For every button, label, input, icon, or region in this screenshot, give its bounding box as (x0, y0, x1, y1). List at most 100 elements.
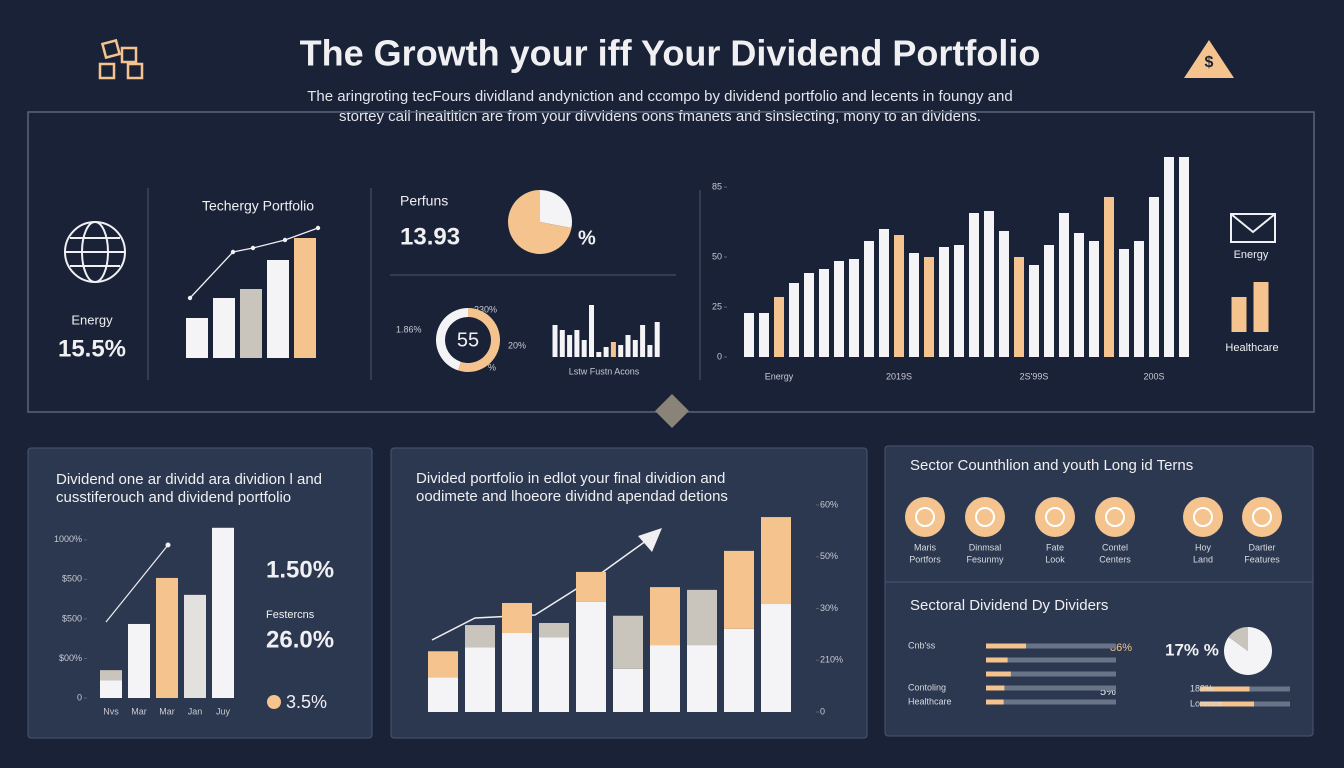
icon-label: Portfors (909, 554, 941, 564)
icon-label: Hoy (1195, 542, 1212, 552)
row-label: Cnb'ss (908, 640, 936, 650)
subtitle: stortey call lnealtlticn are from your d… (339, 108, 981, 125)
bar (986, 657, 1008, 663)
bar (213, 298, 235, 358)
bar (625, 335, 631, 357)
y-tick-label: 0 (77, 692, 82, 702)
sector-icon-inner (1045, 507, 1065, 527)
bar-segment (687, 589, 717, 646)
bar-segment (613, 615, 643, 669)
trend-arrow (431, 537, 651, 641)
bar (186, 318, 208, 358)
title: The Growth your iff Your Dividend Portfo… (300, 33, 1041, 74)
sector-icon (1095, 497, 1135, 537)
bar (986, 671, 1011, 677)
logo-icon (98, 38, 144, 80)
bar (596, 352, 602, 357)
y-tick-label: 50 (712, 251, 722, 261)
bar (559, 330, 565, 357)
bar-segment (650, 587, 680, 646)
icon-label: Dartier (1248, 542, 1275, 552)
track (986, 671, 1116, 677)
y-tick-label: 50% (820, 551, 838, 561)
chart-title: Perfuns (400, 193, 448, 209)
sector-icon-inner (1105, 507, 1125, 527)
mail-icon (1230, 213, 1276, 243)
bar (567, 335, 573, 357)
row-label: Healthcare (908, 696, 952, 706)
bar (804, 273, 814, 357)
trend-dot (165, 542, 171, 548)
x-tick-label: Energy (765, 371, 794, 381)
warning-icon (1184, 40, 1234, 78)
bar-segment (100, 670, 122, 681)
y-tick-label: 0 (820, 706, 825, 716)
bar-segment (128, 623, 150, 698)
bar (894, 235, 904, 357)
sector-icon-inner (915, 507, 935, 527)
bar (774, 297, 784, 357)
bar (864, 241, 874, 357)
icon-glyph: $ (1205, 54, 1214, 71)
icon-label: Dinmsal (969, 542, 1002, 552)
sector-icon (965, 497, 1005, 537)
bar-segment (539, 622, 569, 638)
trend-dot (230, 249, 236, 255)
arrow-head (638, 528, 662, 552)
bar (1014, 257, 1024, 357)
bar-segment (724, 628, 754, 712)
bar (574, 330, 580, 357)
bar-segment (761, 604, 791, 712)
sector-icon (1242, 497, 1282, 537)
bar (986, 685, 1005, 691)
x-tick-label: Mar (159, 706, 175, 716)
trend-dot (250, 245, 256, 251)
bar-segment (576, 601, 606, 712)
trend-dot (315, 225, 321, 231)
bar (819, 269, 829, 357)
sector-icon (1183, 497, 1223, 537)
card (884, 445, 1314, 737)
bar-segment (184, 594, 206, 698)
trend-dot (187, 295, 193, 301)
bar (603, 347, 609, 357)
track (986, 643, 1116, 649)
y-tick-label: 1000% (54, 534, 82, 544)
bar (969, 213, 979, 357)
icon-label: Look (1045, 554, 1065, 564)
bar (1253, 282, 1269, 332)
bar (1089, 241, 1099, 357)
sector-icon-inner (1252, 507, 1272, 527)
x-tick-label: 200S (1143, 371, 1164, 381)
kpi-value: 26.0% (266, 626, 334, 653)
bar (647, 345, 653, 357)
trend-dot (282, 237, 288, 243)
slice (436, 308, 468, 371)
kpi-value: 1.50% (266, 556, 334, 583)
x-tick-label: 2S'99S (1020, 371, 1049, 381)
side-label: Energy (1234, 249, 1269, 261)
slice (1228, 627, 1248, 651)
donut-label: 20% (508, 340, 526, 350)
bar (1029, 265, 1039, 357)
bar (999, 231, 1009, 357)
icon-label: Centers (1099, 554, 1131, 564)
bar (1200, 701, 1254, 707)
card (27, 447, 373, 739)
subtitle: The aringroting tecFours dividland andyn… (307, 88, 1012, 105)
bar-segment (428, 677, 458, 712)
bar (632, 340, 638, 357)
sector-icon-inner (1193, 507, 1213, 527)
bar (1119, 249, 1129, 357)
sector-icon (905, 497, 945, 537)
x-tick-label: Mar (131, 706, 147, 716)
bar-segment (212, 527, 234, 698)
kpi-value: 13.93 (400, 223, 460, 250)
bar (986, 643, 1026, 649)
bar-segment (428, 651, 458, 678)
icon-label: Maris (914, 542, 936, 552)
kpi-dot (267, 695, 281, 709)
row-label: 183% (1190, 683, 1213, 693)
bar (1179, 157, 1189, 357)
